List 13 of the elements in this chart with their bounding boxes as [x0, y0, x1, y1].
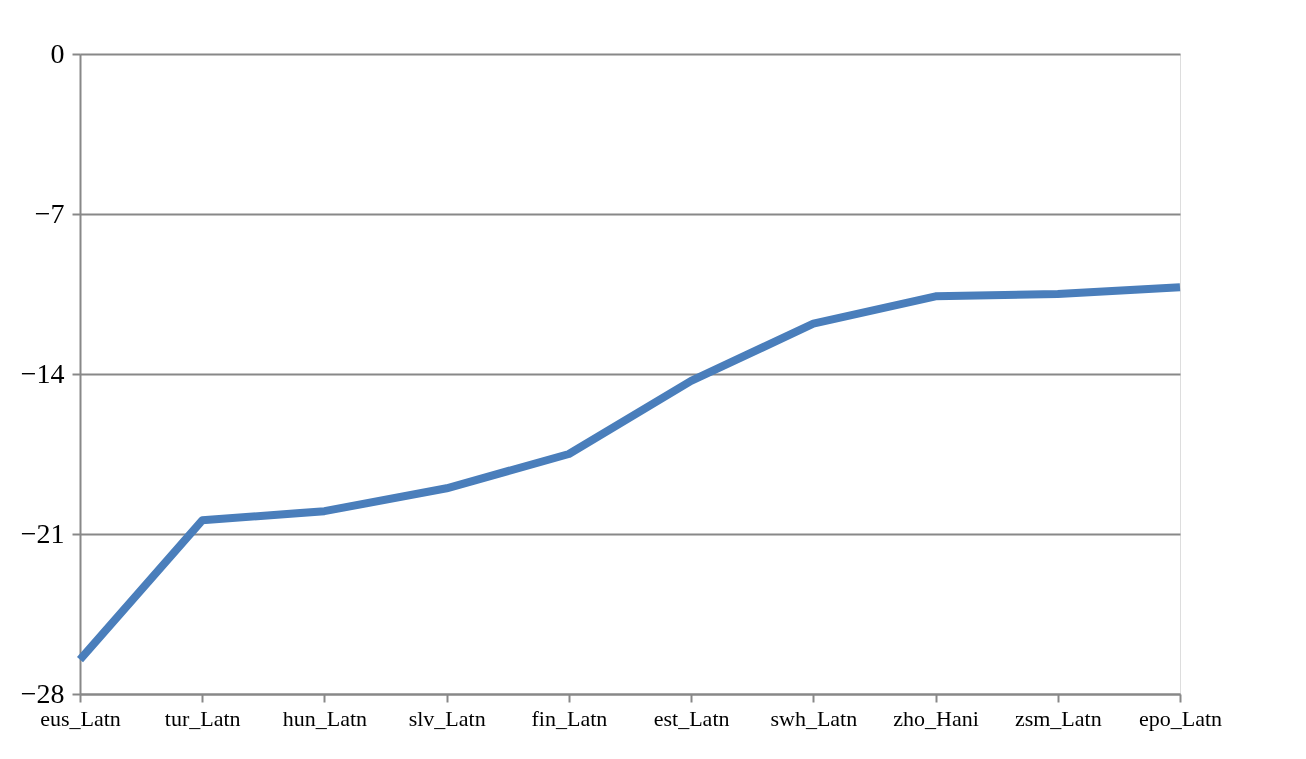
y-tick-label: −14 — [20, 357, 65, 389]
y-tick-label: −21 — [20, 517, 65, 549]
x-tick-label: tur_Latn — [164, 705, 241, 731]
x-tick-label: fin_Latn — [531, 705, 608, 731]
x-tick-label: slv_Latn — [408, 705, 486, 731]
x-tick-label: zho_Hani — [893, 705, 979, 731]
x-tick-label: est_Latn — [653, 705, 730, 731]
y-tick-label: −7 — [34, 197, 65, 229]
x-tick-label: epo_Latn — [1138, 705, 1223, 731]
y-tick-label: 0 — [50, 37, 65, 69]
x-tick-label: hun_Latn — [282, 705, 368, 731]
x-tick-label: swh_Latn — [770, 705, 858, 731]
x-tick-label: zsm_Latn — [1014, 705, 1102, 731]
